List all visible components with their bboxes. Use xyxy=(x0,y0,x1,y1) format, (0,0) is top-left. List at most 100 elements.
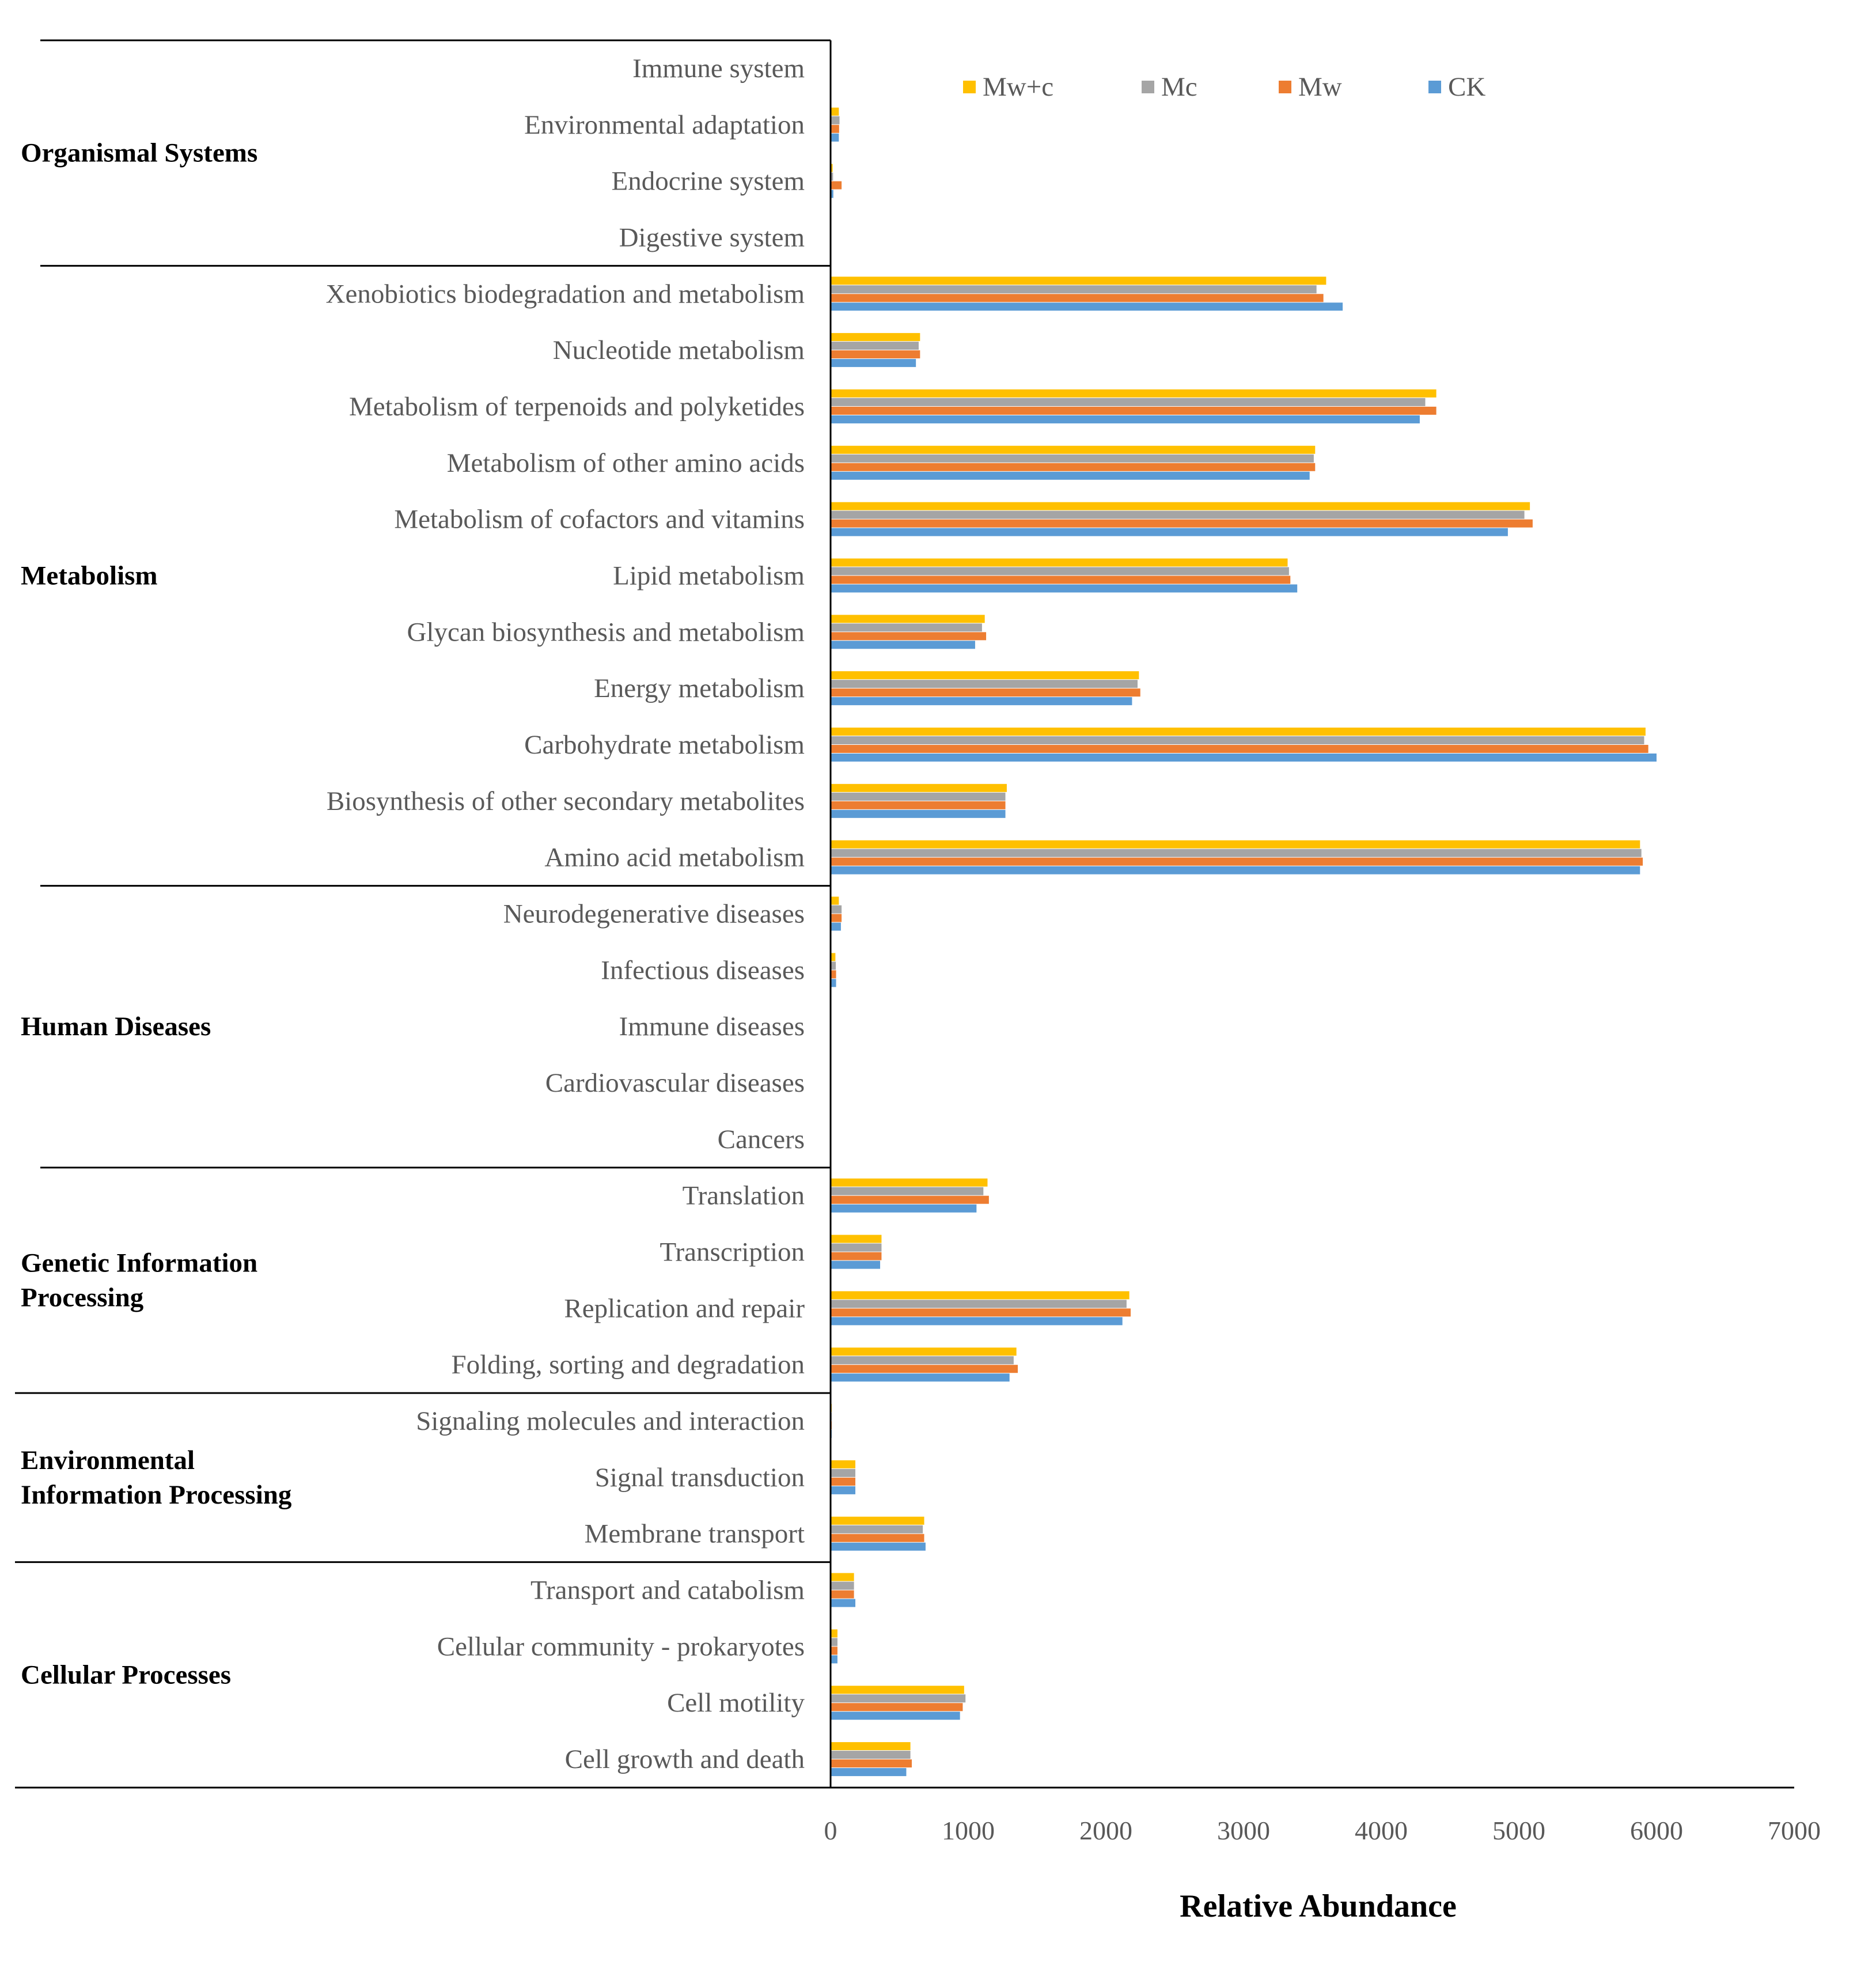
bar-ck-transport-and-catabolism xyxy=(831,1599,856,1607)
bar-mw-c-cell-growth-and-death xyxy=(831,1742,911,1751)
category-label-metabolism-of-other-amino-acids: Metabolism of other amino acids xyxy=(447,448,805,478)
group-separators xyxy=(15,39,831,1789)
bar-mw-c-transport-and-catabolism xyxy=(831,1573,854,1581)
bar-mw-c-replication-and-repair xyxy=(831,1291,1130,1300)
x-tick-labels: 0 1000 2000 3000 4000 5000 6000 7000 xyxy=(824,1816,1821,1845)
bar-mw-c-metabolism-of-other-amino-acids xyxy=(831,445,1316,454)
x-tick-label-4000: 4000 xyxy=(1355,1816,1408,1845)
bar-mw-replication-and-repair xyxy=(831,1308,1131,1317)
bar-mw-infectious-diseases xyxy=(831,970,836,979)
bar-mc-translation xyxy=(831,1187,984,1195)
group-label-organismal-systems: Organismal Systems xyxy=(21,138,257,168)
bar-mw-membrane-transport xyxy=(831,1534,924,1542)
bar-ck-lipid-metabolism xyxy=(831,584,1298,593)
bar-ck-environmental-adaptation xyxy=(831,133,839,142)
category-label-environmental-adaptation: Environmental adaptation xyxy=(524,110,805,140)
group-label-line: Cellular Processes xyxy=(21,1660,231,1690)
bar-ck-translation xyxy=(831,1204,977,1213)
legend-swatch-mw-c xyxy=(963,81,976,93)
bar-mw-nucleotide-metabolism xyxy=(831,350,920,359)
bar-mw-c-translation xyxy=(831,1178,988,1187)
category-label-infectious-diseases: Infectious diseases xyxy=(601,955,805,985)
bar-mw-amino-acid-metabolism xyxy=(831,857,1643,866)
legend-label-mc: Mc xyxy=(1161,72,1197,102)
category-label-cell-growth-and-death: Cell growth and death xyxy=(565,1744,805,1774)
bar-mc-transcription xyxy=(831,1243,882,1252)
bar-ck-infectious-diseases xyxy=(831,979,836,987)
bars-layer xyxy=(831,51,1657,1777)
x-tick-label-1000: 1000 xyxy=(942,1816,995,1845)
legend-swatch-ck xyxy=(1428,81,1441,93)
bar-mc-signal-transduction xyxy=(831,1468,856,1477)
bar-ck-cellular-community-prokaryotes xyxy=(831,1655,837,1664)
category-label-biosynthesis-of-other-secondary-metabolites: Biosynthesis of other secondary metaboli… xyxy=(327,786,805,816)
bar-mc-metabolism-of-terpenoids-and-polyketides xyxy=(831,397,1426,406)
bar-ck-cell-motility xyxy=(831,1712,960,1720)
bar-mw-c-xenobiotics-biodegradation-and-metabolism xyxy=(831,277,1327,285)
bar-mw-neurodegenerative-diseases xyxy=(831,914,842,922)
category-label-transport-and-catabolism: Transport and catabolism xyxy=(530,1576,805,1606)
bar-mw-metabolism-of-terpenoids-and-polyketides xyxy=(831,406,1437,415)
bar-ck-endocrine-system xyxy=(831,190,833,198)
bar-mc-infectious-diseases xyxy=(831,961,836,970)
bar-mc-endocrine-system xyxy=(831,172,833,181)
category-label-immune-diseases: Immune diseases xyxy=(619,1012,805,1042)
bar-mw-c-folding-sorting-and-degradation xyxy=(831,1347,1017,1356)
bar-ck-energy-metabolism xyxy=(831,697,1132,706)
x-tick-label-5000: 5000 xyxy=(1492,1816,1545,1845)
bar-mc-lipid-metabolism xyxy=(831,567,1289,576)
bar-mw-c-infectious-diseases xyxy=(831,953,836,961)
category-label-folding-sorting-and-degradation: Folding, sorting and degradation xyxy=(451,1350,805,1380)
category-label-carbohydrate-metabolism: Carbohydrate metabolism xyxy=(524,730,805,760)
bar-ck-neurodegenerative-diseases xyxy=(831,922,841,931)
bar-mw-c-transcription xyxy=(831,1235,882,1243)
category-label-cancers: Cancers xyxy=(718,1125,805,1154)
bar-mw-c-energy-metabolism xyxy=(831,671,1139,680)
bar-mw-xenobiotics-biodegradation-and-metabolism xyxy=(831,294,1324,302)
group-labels: Organismal Systems Metabolism Human Diseas… xyxy=(21,138,292,1690)
group-label-line: Metabolism xyxy=(21,561,158,590)
bar-mc-amino-acid-metabolism xyxy=(831,849,1642,857)
bar-mw-carbohydrate-metabolism xyxy=(831,744,1648,753)
bar-mw-c-cellular-community-prokaryotes xyxy=(831,1629,837,1638)
bar-mw-glycan-biosynthesis-and-metabolism xyxy=(831,632,987,641)
bar-ck-metabolism-of-other-amino-acids xyxy=(831,471,1310,480)
category-label-metabolism-of-terpenoids-and-polyketides: Metabolism of terpenoids and polyketides xyxy=(349,392,805,422)
bar-mw-environmental-adaptation xyxy=(831,124,839,133)
bar-mw-cell-growth-and-death xyxy=(831,1759,912,1768)
bar-mc-environmental-adaptation xyxy=(831,116,840,124)
bar-ck-carbohydrate-metabolism xyxy=(831,753,1657,762)
bar-mc-neurodegenerative-diseases xyxy=(831,905,842,914)
x-tick-label-3000: 3000 xyxy=(1217,1816,1270,1845)
bar-mw-c-carbohydrate-metabolism xyxy=(831,727,1646,736)
bar-mc-replication-and-repair xyxy=(831,1300,1127,1308)
bar-mw-c-nucleotide-metabolism xyxy=(831,333,920,342)
category-label-signal-transduction: Signal transduction xyxy=(595,1463,805,1493)
category-label-transcription: Transcription xyxy=(660,1237,805,1267)
bar-mc-cell-growth-and-death xyxy=(831,1751,911,1759)
group-label-line: Organismal Systems xyxy=(21,138,257,168)
category-label-lipid-metabolism: Lipid metabolism xyxy=(613,561,805,590)
category-labels: Immune system Environmental adaptation End… xyxy=(326,54,805,1774)
bar-ck-replication-and-repair xyxy=(831,1317,1123,1326)
category-label-cellular-community-prokaryotes: Cellular community - prokaryotes xyxy=(437,1631,805,1661)
category-label-cell-motility: Cell motility xyxy=(667,1688,805,1718)
x-tick-label-0: 0 xyxy=(824,1816,837,1845)
x-tick-label-6000: 6000 xyxy=(1630,1816,1683,1845)
bar-mw-c-metabolism-of-cofactors-and-vitamins xyxy=(831,502,1530,510)
bar-ck-biosynthesis-of-other-secondary-metabolites xyxy=(831,809,1006,818)
bar-mw-c-amino-acid-metabolism xyxy=(831,840,1640,849)
bar-mw-endocrine-system xyxy=(831,181,842,190)
category-label-membrane-transport: Membrane transport xyxy=(585,1519,805,1549)
bar-ck-transcription xyxy=(831,1260,881,1269)
bar-ck-signal-transduction xyxy=(831,1486,856,1494)
bar-mw-c-biosynthesis-of-other-secondary-metabolites xyxy=(831,783,1007,792)
category-label-immune-system: Immune system xyxy=(632,54,805,84)
bar-ck-folding-sorting-and-degradation xyxy=(831,1373,1010,1382)
bar-mc-metabolism-of-cofactors-and-vitamins xyxy=(831,510,1525,519)
bar-mw-biosynthesis-of-other-secondary-metabolites xyxy=(831,801,1006,809)
category-label-metabolism-of-cofactors-and-vitamins: Metabolism of cofactors and vitamins xyxy=(394,505,805,535)
bar-mw-c-cell-motility xyxy=(831,1686,964,1694)
bar-mc-transport-and-catabolism xyxy=(831,1581,854,1590)
group-label-line: Processing xyxy=(21,1282,144,1312)
